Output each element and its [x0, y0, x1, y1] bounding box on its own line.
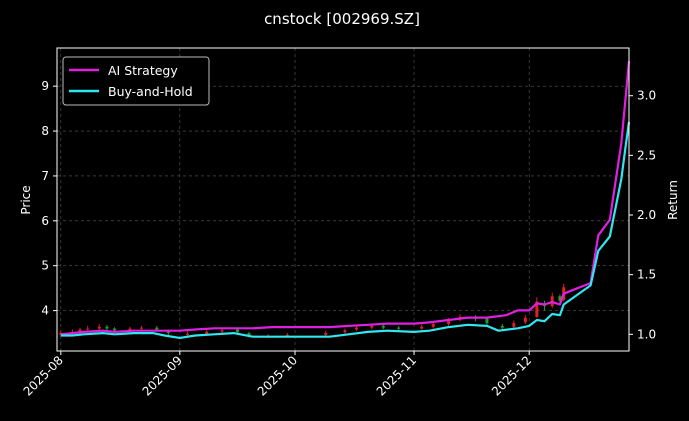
y-axis-right: 1.0 1.5 2.0 2.5 3.0: [629, 89, 656, 341]
candle-body: [500, 325, 504, 328]
candle-body: [324, 333, 328, 335]
legend-box: [62, 56, 210, 106]
y2-tick-label: 2.5: [637, 148, 656, 162]
candle-body: [128, 328, 132, 331]
series-line-ai-strategy: [60, 60, 631, 336]
candle-body: [535, 301, 539, 317]
legend-label-buy-and-hold: Buy-and-Hold: [108, 84, 193, 99]
candle-body: [97, 326, 101, 329]
y-axis-label: Price: [19, 185, 33, 214]
candle-body: [235, 329, 239, 333]
candle-up: [523, 315, 527, 325]
candle-body: [155, 327, 159, 330]
y-tick-label: 6: [41, 214, 49, 228]
candle-body: [86, 328, 90, 330]
candle-body: [354, 327, 358, 330]
candle-body: [523, 317, 527, 323]
candle-up: [97, 324, 101, 331]
y2-tick-label: 2.0: [637, 208, 656, 222]
candle-down: [105, 324, 109, 331]
candle-down: [397, 325, 401, 331]
candle-up: [420, 324, 424, 330]
candle-body: [431, 324, 435, 327]
y-tick-label: 4: [41, 304, 49, 318]
candle-body: [139, 327, 143, 329]
candle-up: [354, 325, 358, 332]
candle-body: [397, 327, 401, 329]
y-tick-label: 5: [41, 259, 49, 273]
candle-body: [370, 325, 374, 328]
candle-body: [105, 326, 109, 329]
candle-body: [512, 323, 516, 327]
candle-up: [343, 328, 347, 334]
candle-body: [186, 333, 190, 335]
y2-tick-label: 1.5: [637, 268, 656, 282]
candle-body: [285, 334, 289, 336]
chart-title: cnstock [002969.SZ]: [264, 10, 420, 28]
y-tick-label: 9: [41, 79, 49, 93]
candle-body: [381, 325, 385, 328]
candle-body: [343, 330, 347, 333]
y2-tick-label: 1.0: [637, 327, 656, 341]
legend-label-ai-strategy: AI Strategy: [108, 63, 178, 78]
y2-axis-label: Return: [666, 180, 680, 220]
candle-body: [113, 328, 117, 331]
y2-tick-label: 3.0: [637, 89, 656, 103]
candle-down: [500, 324, 504, 330]
candle-body: [205, 331, 209, 334]
y-tick-label: 7: [41, 169, 49, 183]
series-line-buy-and-hold: [60, 121, 631, 339]
plot-frame: [56, 47, 630, 352]
y-tick-label: 8: [41, 124, 49, 138]
candle-body: [220, 330, 224, 332]
candle-body: [485, 318, 489, 324]
legend: AI Strategy Buy-and-Hold: [62, 56, 210, 106]
candle-body: [558, 296, 562, 301]
candle-body: [420, 326, 424, 329]
candle-down: [381, 324, 385, 330]
candle-up: [512, 320, 516, 329]
candle-body: [447, 320, 451, 325]
grid-lines: [57, 48, 629, 351]
candle-up: [535, 297, 539, 318]
candle-body: [247, 333, 251, 336]
y-axis-left: 4 5 6 7 8 9: [41, 79, 57, 318]
series-lines: [60, 60, 631, 339]
candle-up: [324, 330, 328, 337]
